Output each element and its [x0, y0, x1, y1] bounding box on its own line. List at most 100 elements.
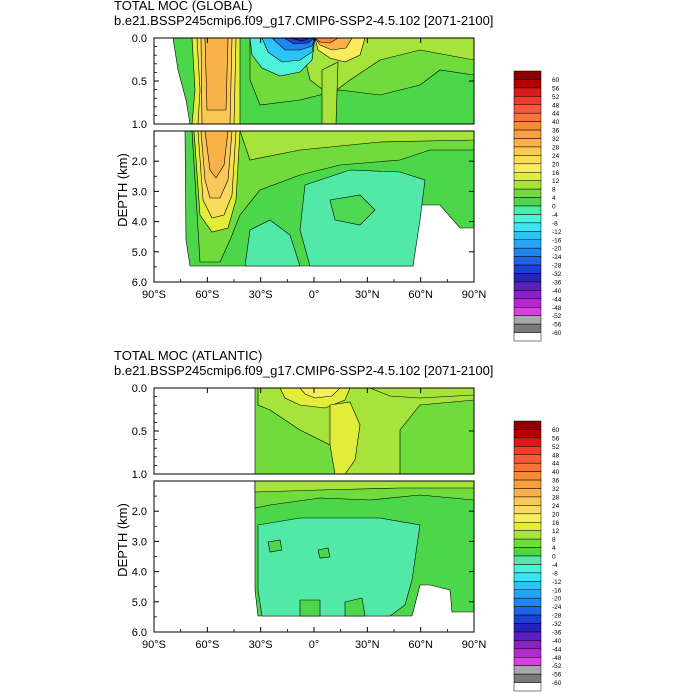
- y-tick-label: 5.0: [132, 247, 147, 259]
- colorbar-swatch: [513, 79, 542, 89]
- colorbar-label: -28: [552, 613, 562, 620]
- x-tick-label: 60°S: [195, 639, 219, 651]
- colorbar-label: 40: [552, 119, 560, 126]
- colorbar-swatch: [513, 323, 542, 333]
- y-tick-label: 1.0: [132, 469, 147, 481]
- colorbar-swatch: [513, 420, 542, 430]
- colorbar-swatch: [513, 429, 542, 439]
- x-tick-label: 90°S: [142, 639, 166, 651]
- colorbar-swatch: [513, 138, 542, 148]
- colorbar-label: -28: [552, 263, 562, 270]
- colorbar-label: 48: [552, 102, 560, 109]
- colorbar-label: 16: [552, 170, 560, 177]
- colorbar-swatch: [513, 606, 542, 616]
- y-tick-label: 0.5: [132, 426, 147, 438]
- colorbar-swatch: [513, 231, 542, 240]
- colorbar-label: -12: [552, 229, 562, 236]
- colorbar-swatch: [513, 290, 542, 300]
- x-tick-label: 30°S: [249, 289, 273, 301]
- colorbar-swatch: [513, 273, 542, 283]
- colorbar-label: 0: [552, 204, 556, 211]
- colorbar-swatch: [513, 163, 542, 173]
- colorbar-label: 12: [552, 528, 560, 535]
- colorbar-swatch: [513, 471, 542, 481]
- colorbar-swatch: [513, 589, 542, 599]
- field-region: [204, 131, 229, 179]
- colorbar-swatch: [513, 264, 542, 274]
- colorbar-label: -24: [552, 254, 562, 261]
- colorbar-swatch: [513, 555, 542, 565]
- colorbar-swatch: [513, 673, 542, 683]
- colorbar-swatch: [513, 205, 542, 215]
- colorbar-swatch: [513, 462, 542, 472]
- colorbar-label: 36: [552, 128, 560, 135]
- colorbar-swatch: [513, 96, 542, 105]
- upper-contour-field: [254, 388, 474, 474]
- colorbar-swatch: [513, 564, 542, 574]
- colorbar-swatch: [513, 129, 542, 139]
- colorbar-swatch: [513, 70, 542, 80]
- field-region: [204, 38, 229, 111]
- colorbar-label: 48: [552, 452, 560, 459]
- colorbar-swatch: [513, 572, 542, 582]
- colorbar-swatch: [513, 479, 542, 489]
- colorbar-swatch: [513, 682, 542, 692]
- colorbar-swatch: [513, 657, 542, 666]
- field-region: [299, 599, 321, 617]
- field-region: [314, 38, 339, 44]
- colorbar-label: 52: [552, 444, 560, 451]
- colorbar-swatch: [513, 547, 542, 557]
- colorbar-label: -36: [552, 629, 562, 636]
- colorbar-label: -60: [552, 330, 562, 337]
- y-tick-label: 3.0: [132, 186, 147, 198]
- y-tick-label: 2.0: [132, 156, 147, 168]
- colorbar-swatch: [513, 597, 542, 607]
- colorbar-swatch: [513, 614, 542, 624]
- colorbar-label: 4: [552, 545, 556, 552]
- field-region: [299, 388, 341, 399]
- colorbar-label: -40: [552, 288, 562, 295]
- field-region: [317, 547, 331, 559]
- colorbar-label: -36: [552, 279, 562, 286]
- colorbar-swatch: [513, 538, 542, 548]
- colorbar-label: -32: [552, 271, 562, 278]
- colorbar-swatch: [513, 454, 542, 464]
- colorbar-label: -16: [552, 237, 562, 244]
- colorbar-label: -44: [552, 646, 562, 653]
- colorbar-label: 32: [552, 486, 560, 493]
- y-tick-label: 4.0: [132, 217, 147, 229]
- x-tick-label: 90°N: [462, 639, 487, 651]
- colorbar-label: 52: [552, 94, 560, 101]
- colorbar-label: -48: [552, 305, 562, 312]
- colorbar-label: 16: [552, 520, 560, 527]
- colorbar-label: -20: [552, 246, 562, 253]
- colorbar-label: 60: [552, 77, 560, 84]
- field-region: [329, 401, 361, 474]
- chart-title: TOTAL MOC (GLOBAL): [114, 0, 253, 13]
- colorbar-swatch: [513, 256, 542, 266]
- colorbar-label: -56: [552, 322, 562, 329]
- x-tick-label: 30°N: [355, 639, 380, 651]
- x-tick-label: 60°S: [195, 289, 219, 301]
- colorbar-label: -20: [552, 596, 562, 603]
- colorbar-label: 44: [552, 461, 560, 468]
- chart-subtitle: b.e21.BSSP245cmip6.f09_g17.CMIP6-SSP2-4.…: [114, 13, 494, 28]
- x-tick-label: 30°N: [355, 289, 380, 301]
- colorbar: 60565248444036322824201612840-4-8-12-16-…: [513, 420, 562, 692]
- field-region: [257, 517, 421, 617]
- colorbar-swatch: [513, 222, 542, 232]
- y-axis-label: DEPTH (km): [115, 503, 130, 577]
- y-tick-label: 6.0: [132, 627, 147, 639]
- lower-contour-field: [254, 481, 474, 617]
- colorbar-swatch: [513, 155, 542, 165]
- field-region: [369, 388, 474, 399]
- colorbar-swatch: [513, 188, 542, 198]
- x-tick-label: 30°S: [249, 639, 273, 651]
- colorbar-label: 36: [552, 478, 560, 485]
- y-tick-label: 0.0: [132, 383, 147, 395]
- colorbar-swatch: [513, 665, 542, 675]
- colorbar-swatch: [513, 307, 542, 316]
- field-region: [257, 388, 474, 474]
- y-tick-label: 2.0: [132, 506, 147, 518]
- x-tick-label: 0°: [309, 289, 320, 301]
